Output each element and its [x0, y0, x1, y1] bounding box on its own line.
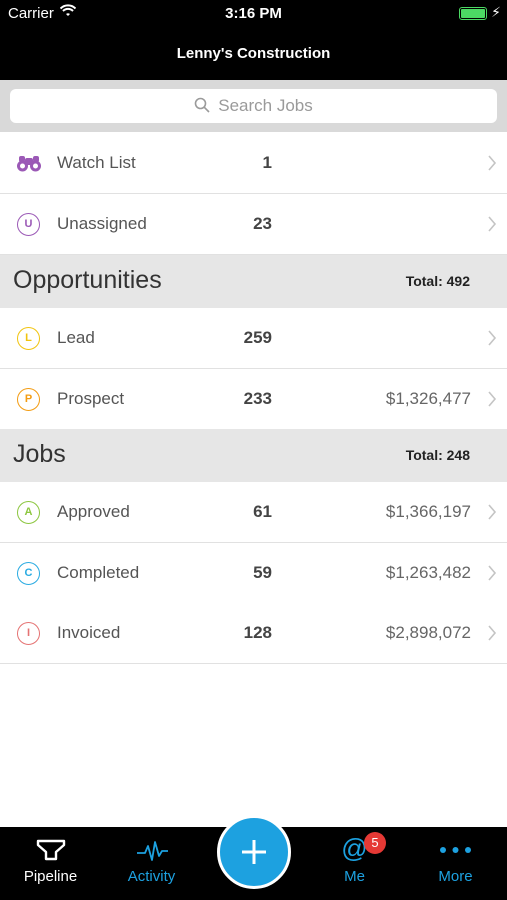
- search-placeholder: Search Jobs: [218, 96, 313, 115]
- funnel-icon: [36, 839, 66, 861]
- search-bar: Search Jobs: [0, 80, 507, 132]
- notification-badge: 5: [364, 832, 386, 854]
- search-input[interactable]: Search Jobs: [10, 89, 497, 123]
- invoiced-badge-icon: I: [17, 622, 40, 645]
- row-count: 1: [262, 153, 272, 172]
- row-prospect[interactable]: P Prospect 233 $1,326,477: [0, 369, 507, 430]
- section-title: Opportunities: [13, 266, 162, 294]
- tab-label: Pipeline: [23, 868, 78, 885]
- nav-bar: Lenny's Construction: [0, 28, 507, 80]
- row-label: Approved: [57, 502, 130, 521]
- tab-pipeline[interactable]: Pipeline: [0, 827, 101, 900]
- section-total: Total: 492: [405, 273, 470, 289]
- chevron-right-icon: [488, 155, 497, 171]
- row-invoiced[interactable]: I Invoiced 128 $2,898,072: [0, 603, 507, 664]
- search-icon: [194, 97, 210, 113]
- row-completed[interactable]: C Completed 59 $1,263,482: [0, 543, 507, 604]
- row-amount: $2,898,072: [385, 623, 471, 642]
- chevron-right-icon: [488, 216, 497, 232]
- chevron-right-icon: [488, 330, 497, 346]
- row-label: Prospect: [57, 389, 125, 408]
- tab-label: More: [438, 868, 473, 885]
- row-count: 23: [253, 214, 272, 233]
- section-total: Total: 248: [405, 447, 470, 463]
- unassigned-badge-icon: U: [17, 213, 40, 236]
- tab-activity[interactable]: Activity: [101, 827, 202, 900]
- status-bar: Carrier 3:16 PM ⚡: [0, 0, 507, 28]
- section-title: Jobs: [13, 440, 66, 468]
- tab-label: Me: [344, 868, 365, 885]
- row-count: 61: [253, 502, 272, 521]
- page-title: Lenny's Construction: [176, 45, 331, 62]
- row-watch-list[interactable]: Watch List 1: [0, 133, 507, 194]
- battery-icon: [459, 7, 487, 20]
- section-header-jobs: Jobs Total: 248: [0, 429, 507, 482]
- chevron-right-icon: [488, 391, 497, 407]
- row-count: 259: [243, 328, 272, 347]
- row-amount: $1,263,482: [385, 563, 471, 582]
- chevron-right-icon: [488, 625, 497, 641]
- row-lead[interactable]: L Lead 259: [0, 308, 507, 369]
- binoculars-icon: [16, 155, 42, 178]
- add-button[interactable]: [217, 815, 291, 889]
- approved-badge-icon: A: [17, 501, 40, 524]
- chevron-right-icon: [488, 504, 497, 520]
- completed-badge-icon: C: [17, 562, 40, 585]
- row-count: 233: [243, 389, 272, 408]
- charging-icon: ⚡: [491, 4, 501, 20]
- row-approved[interactable]: A Approved 61 $1,366,197: [0, 482, 507, 543]
- row-label: Invoiced: [57, 623, 121, 642]
- wifi-icon: [59, 4, 77, 22]
- chevron-right-icon: [488, 565, 497, 581]
- carrier-label: Carrier: [8, 5, 54, 22]
- row-count: 128: [243, 623, 272, 642]
- tab-me[interactable]: @ Me: [304, 827, 405, 900]
- tab-label: Activity: [127, 868, 176, 885]
- row-label: Completed: [57, 563, 140, 582]
- row-label: Unassigned: [57, 214, 147, 233]
- pulse-icon: [137, 841, 168, 861]
- tab-more[interactable]: More: [405, 827, 506, 900]
- at-sign-icon: @: [341, 833, 368, 863]
- row-count: 59: [253, 563, 272, 582]
- row-label: Lead: [57, 328, 95, 347]
- lead-badge-icon: L: [17, 327, 40, 350]
- row-amount: $1,366,197: [385, 502, 471, 521]
- clock: 3:16 PM: [225, 5, 282, 22]
- more-dots-icon: [440, 847, 471, 853]
- plus-icon: [242, 840, 266, 864]
- row-label: Watch List: [57, 153, 136, 172]
- row-amount: $1,326,477: [385, 389, 471, 408]
- section-header-opportunities: Opportunities Total: 492: [0, 255, 507, 308]
- prospect-badge-icon: P: [17, 388, 40, 411]
- row-unassigned[interactable]: U Unassigned 23: [0, 194, 507, 255]
